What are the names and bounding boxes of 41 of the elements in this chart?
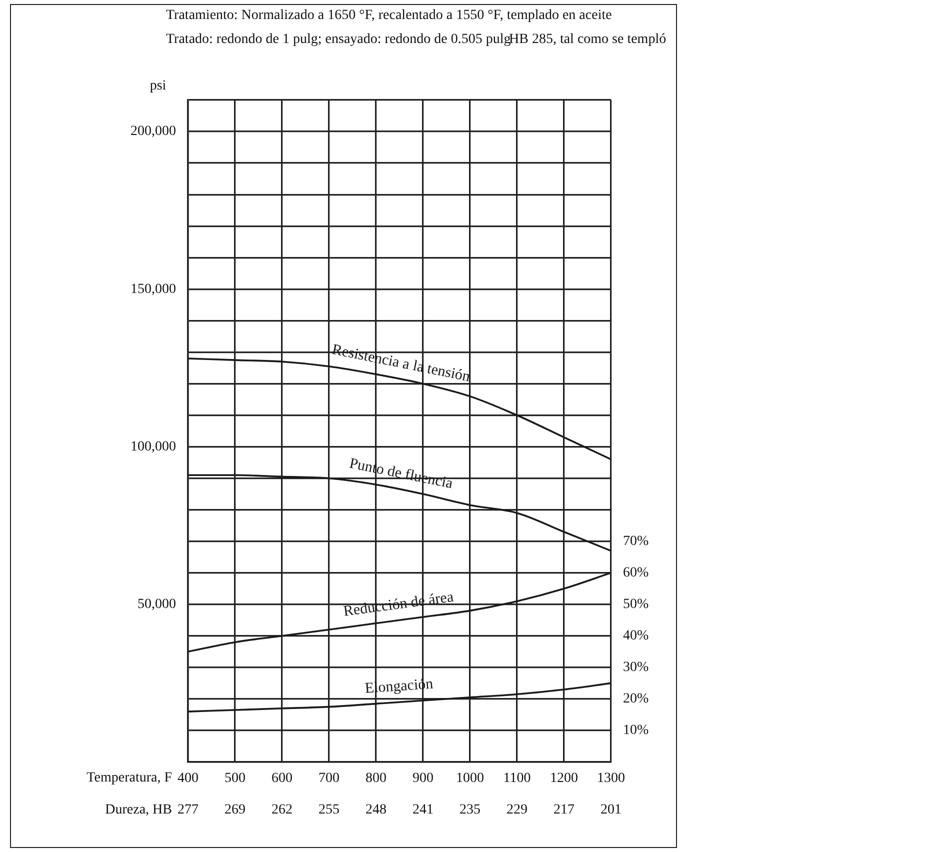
y2-tick-label: 50% xyxy=(623,597,649,612)
text: Reducción de área xyxy=(342,589,455,620)
text: 262 xyxy=(272,802,292,818)
text: 269 xyxy=(224,802,246,818)
y2-tick-label: 30% xyxy=(623,660,649,676)
text: Punto de fluencia xyxy=(348,456,454,492)
y2-tick-label: 10% xyxy=(623,723,649,738)
x-tick-label: 1300 xyxy=(597,771,625,786)
x-tick-label: 600 xyxy=(272,771,292,786)
y2-tick-label: 60% xyxy=(623,566,649,581)
x-tick-label: 900 xyxy=(412,771,434,786)
text: Dureza, HB xyxy=(105,802,172,818)
x-tick-label: 1000 xyxy=(456,771,484,786)
y2-tick-label: 20% xyxy=(623,692,649,707)
y-tick-label: 200,000 xyxy=(130,124,176,140)
x-tick-label: 1100 xyxy=(503,771,531,786)
text: HB 285, tal como se templó xyxy=(509,32,666,48)
chart-title: Tratamiento: Normalizado a 1650 °F, recalentado a 1550 °F, templado en aceite xyxy=(166,8,612,24)
series-label: Elongación xyxy=(364,676,434,697)
chart-subtitle: Tratado: redondo de 1 pulg; ensayado: redondo de 0.505 pulg xyxy=(166,32,511,48)
x-tick-label: 800 xyxy=(366,771,386,786)
y-tick-label: 150,000 xyxy=(130,282,176,297)
x-tick-label: 700 xyxy=(318,771,340,786)
text: 241 xyxy=(412,802,434,818)
text: Resistencia a la tensión xyxy=(330,342,472,386)
text: 255 xyxy=(318,802,340,818)
y2-tick-label: 40% xyxy=(623,628,649,644)
text: 201 xyxy=(600,802,622,818)
text: 248 xyxy=(366,802,386,818)
text: 277 xyxy=(178,802,198,818)
text: 229 xyxy=(506,802,528,818)
x-tick-label: 1200 xyxy=(550,771,578,786)
y-tick-label: 50,000 xyxy=(138,597,176,612)
y-axis-title: psi xyxy=(150,78,166,94)
x-axis-title: Temperatura, F xyxy=(86,770,172,786)
x-tick-label: 400 xyxy=(178,771,198,786)
y-tick-label: 100,000 xyxy=(130,439,176,454)
text: 235 xyxy=(460,802,480,818)
y2-tick-label: 70% xyxy=(623,534,649,550)
x-tick-label: 500 xyxy=(224,771,246,786)
text: 217 xyxy=(554,802,574,818)
